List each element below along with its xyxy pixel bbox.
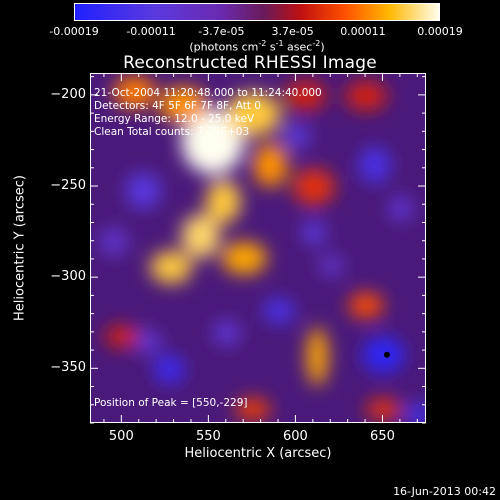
annotation-energy-range: Energy Range: 12.0 - 25.0 keV: [94, 113, 255, 125]
annotation-detectors: Detectors: 4F 5F 6F 7F 8F, Att 0: [94, 100, 261, 112]
heatmap-blob: [205, 179, 241, 224]
annotation-peak-position: Position of Peak = [550,-229]: [94, 397, 248, 409]
heatmap-blob: [158, 86, 208, 124]
colorbar-tick-label: -0.00011: [126, 25, 176, 38]
heatmap-blob: [181, 214, 220, 259]
heatmap-blob: [113, 75, 156, 109]
heatmap-blob: [181, 108, 245, 175]
colorbar-tick-label: 0.00019: [417, 25, 463, 38]
x-tick-label: 550: [195, 429, 221, 444]
colorbar-tick-label: 0.00011: [340, 25, 386, 38]
heatmap-blob: [359, 146, 391, 184]
heatmap-blob: [225, 92, 281, 136]
heatmap-blob: [388, 196, 414, 222]
heatmap-blob: [136, 329, 161, 355]
heatmap-blob: [366, 398, 401, 421]
y-tick-label: −350: [50, 360, 86, 376]
y-tick-label: −300: [50, 269, 86, 285]
colorbar-tick-label: 3.7e-05: [271, 25, 314, 38]
annotation-time-range: 21-Oct-2004 11:20:48.000 to 11:24:40.000: [94, 87, 322, 99]
heatmap-blob: [319, 254, 344, 277]
y-tick-label: −250: [50, 178, 86, 194]
timestamp: 16-Jun-2013 00:42: [393, 485, 496, 498]
colorbar-tick-label: -0.00019: [49, 25, 99, 38]
heatmap-blob: [150, 250, 192, 284]
heatmap: [91, 74, 425, 422]
heatmap-blob: [153, 354, 186, 384]
heatmap-blob: [292, 168, 335, 206]
heatmap-blob: [301, 219, 327, 246]
heatmap-blob: [99, 227, 128, 257]
heatmap-blobs: [99, 75, 425, 422]
heatmap-blob: [345, 81, 387, 111]
x-tick-label: 500: [108, 429, 134, 444]
heatmap-blob: [306, 327, 328, 386]
heatmap-blob: [221, 241, 267, 275]
heatmap-blob: [348, 292, 384, 319]
heatmap-blob: [263, 298, 295, 324]
colorbar-tick-label: -3.7e-05: [198, 25, 245, 38]
heatmap-blob: [284, 81, 327, 111]
heatmap-blob: [282, 123, 311, 149]
x-tick-label: 600: [283, 429, 308, 444]
colorbar-unit-label: (photons cm-2 s-1 asec-2): [189, 39, 325, 54]
heatmap-blob: [362, 336, 405, 373]
x-tick-label: 650: [370, 429, 395, 444]
peak-marker: [383, 351, 390, 358]
x-axis-label: Heliocentric X (arcsec): [184, 446, 332, 461]
heatmap-blob: [212, 320, 241, 346]
heatmap-blob: [104, 325, 140, 348]
image-plot-area: [90, 73, 426, 423]
heatmap-blob: [252, 143, 288, 188]
chart-title: Reconstructed RHESSI Image: [123, 53, 377, 73]
y-axis-label: Heliocentric Y (arcsec): [12, 175, 28, 321]
heatmap-blob: [235, 398, 271, 421]
colorbar: [74, 3, 440, 21]
annotation-total-counts: Clean Total counts: 7.35E+03: [94, 126, 250, 138]
heatmap-blob: [125, 172, 161, 209]
y-tick-label: −200: [50, 86, 86, 102]
heatmap-blob: [406, 402, 425, 422]
